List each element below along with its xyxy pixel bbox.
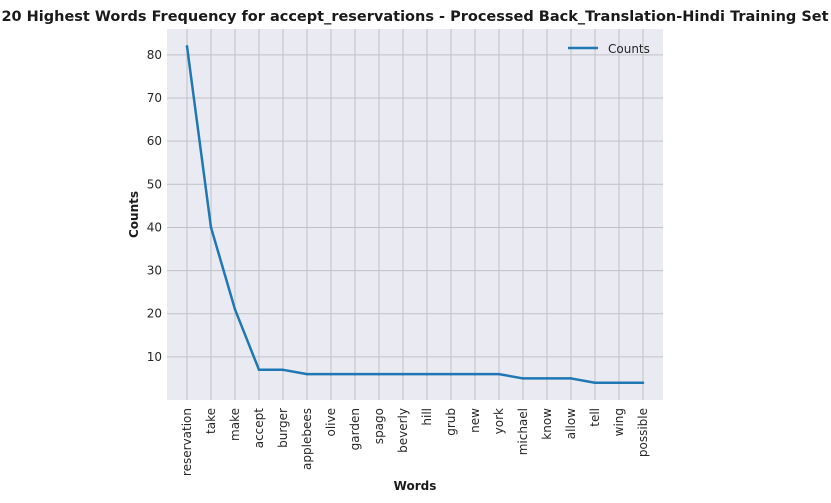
x-axis-ticks: reservation take make accept burger applebees… — [180, 408, 650, 476]
grid-lines — [167, 29, 663, 400]
data-point — [185, 45, 189, 48]
x-tick-label: wing — [612, 408, 626, 436]
data-point — [473, 372, 477, 376]
x-tick-label: grub — [444, 408, 458, 436]
data-point — [305, 372, 309, 376]
data-point — [545, 377, 549, 380]
series-line — [185, 46, 643, 384]
y-axis-label: Counts — [127, 191, 141, 238]
y-tick-label: 20 — [147, 307, 162, 321]
x-tick-label: tell — [588, 408, 602, 427]
data-point — [497, 372, 501, 376]
x-tick-label: new — [468, 408, 482, 433]
data-point — [521, 377, 525, 380]
y-tick-label: 30 — [147, 264, 162, 278]
plot-area — [167, 29, 663, 400]
data-point — [569, 377, 573, 380]
x-tick-label: accept — [252, 408, 266, 449]
data-point — [209, 226, 213, 229]
x-tick-label: michael — [516, 408, 530, 455]
y-tick-label: 70 — [147, 91, 162, 105]
data-point — [257, 368, 261, 372]
x-tick-label: take — [204, 408, 218, 434]
x-tick-label: reservation — [180, 408, 194, 476]
x-tick-label: beverly — [396, 408, 410, 453]
data-point — [233, 308, 237, 311]
x-axis-label: Words — [394, 479, 437, 493]
x-tick-label: garden — [348, 408, 362, 450]
y-tick-label: 60 — [147, 134, 162, 148]
data-point — [449, 372, 453, 376]
x-tick-label: burger — [276, 408, 290, 448]
x-tick-label: spago — [372, 408, 386, 444]
y-tick-label: 10 — [147, 350, 162, 364]
chart-title: 20 Highest Words Frequency for accept_re… — [1, 9, 828, 25]
data-point — [401, 372, 405, 376]
x-tick-label: know — [540, 408, 554, 440]
x-tick-label: possible — [636, 408, 650, 457]
y-tick-label: 50 — [147, 177, 162, 191]
x-tick-label: hill — [420, 408, 434, 426]
data-point — [425, 372, 429, 376]
y-axis-ticks: 10 20 30 40 50 60 70 80 — [147, 48, 162, 364]
y-tick-label: 80 — [147, 48, 162, 62]
x-tick-label: york — [492, 408, 506, 434]
x-tick-label: make — [228, 408, 242, 441]
x-tick-label: allow — [564, 408, 578, 439]
data-point — [329, 372, 333, 376]
y-tick-label: 40 — [147, 220, 162, 234]
data-point — [641, 381, 645, 384]
series-group — [185, 45, 645, 384]
data-point — [281, 368, 285, 372]
x-tick-label: olive — [324, 408, 338, 437]
data-point — [377, 372, 381, 376]
legend: Counts — [568, 42, 650, 56]
data-point — [353, 372, 357, 376]
data-point — [617, 381, 621, 384]
x-tick-label: applebees — [300, 408, 314, 470]
legend-label-counts: Counts — [608, 42, 650, 56]
data-point — [593, 381, 597, 384]
